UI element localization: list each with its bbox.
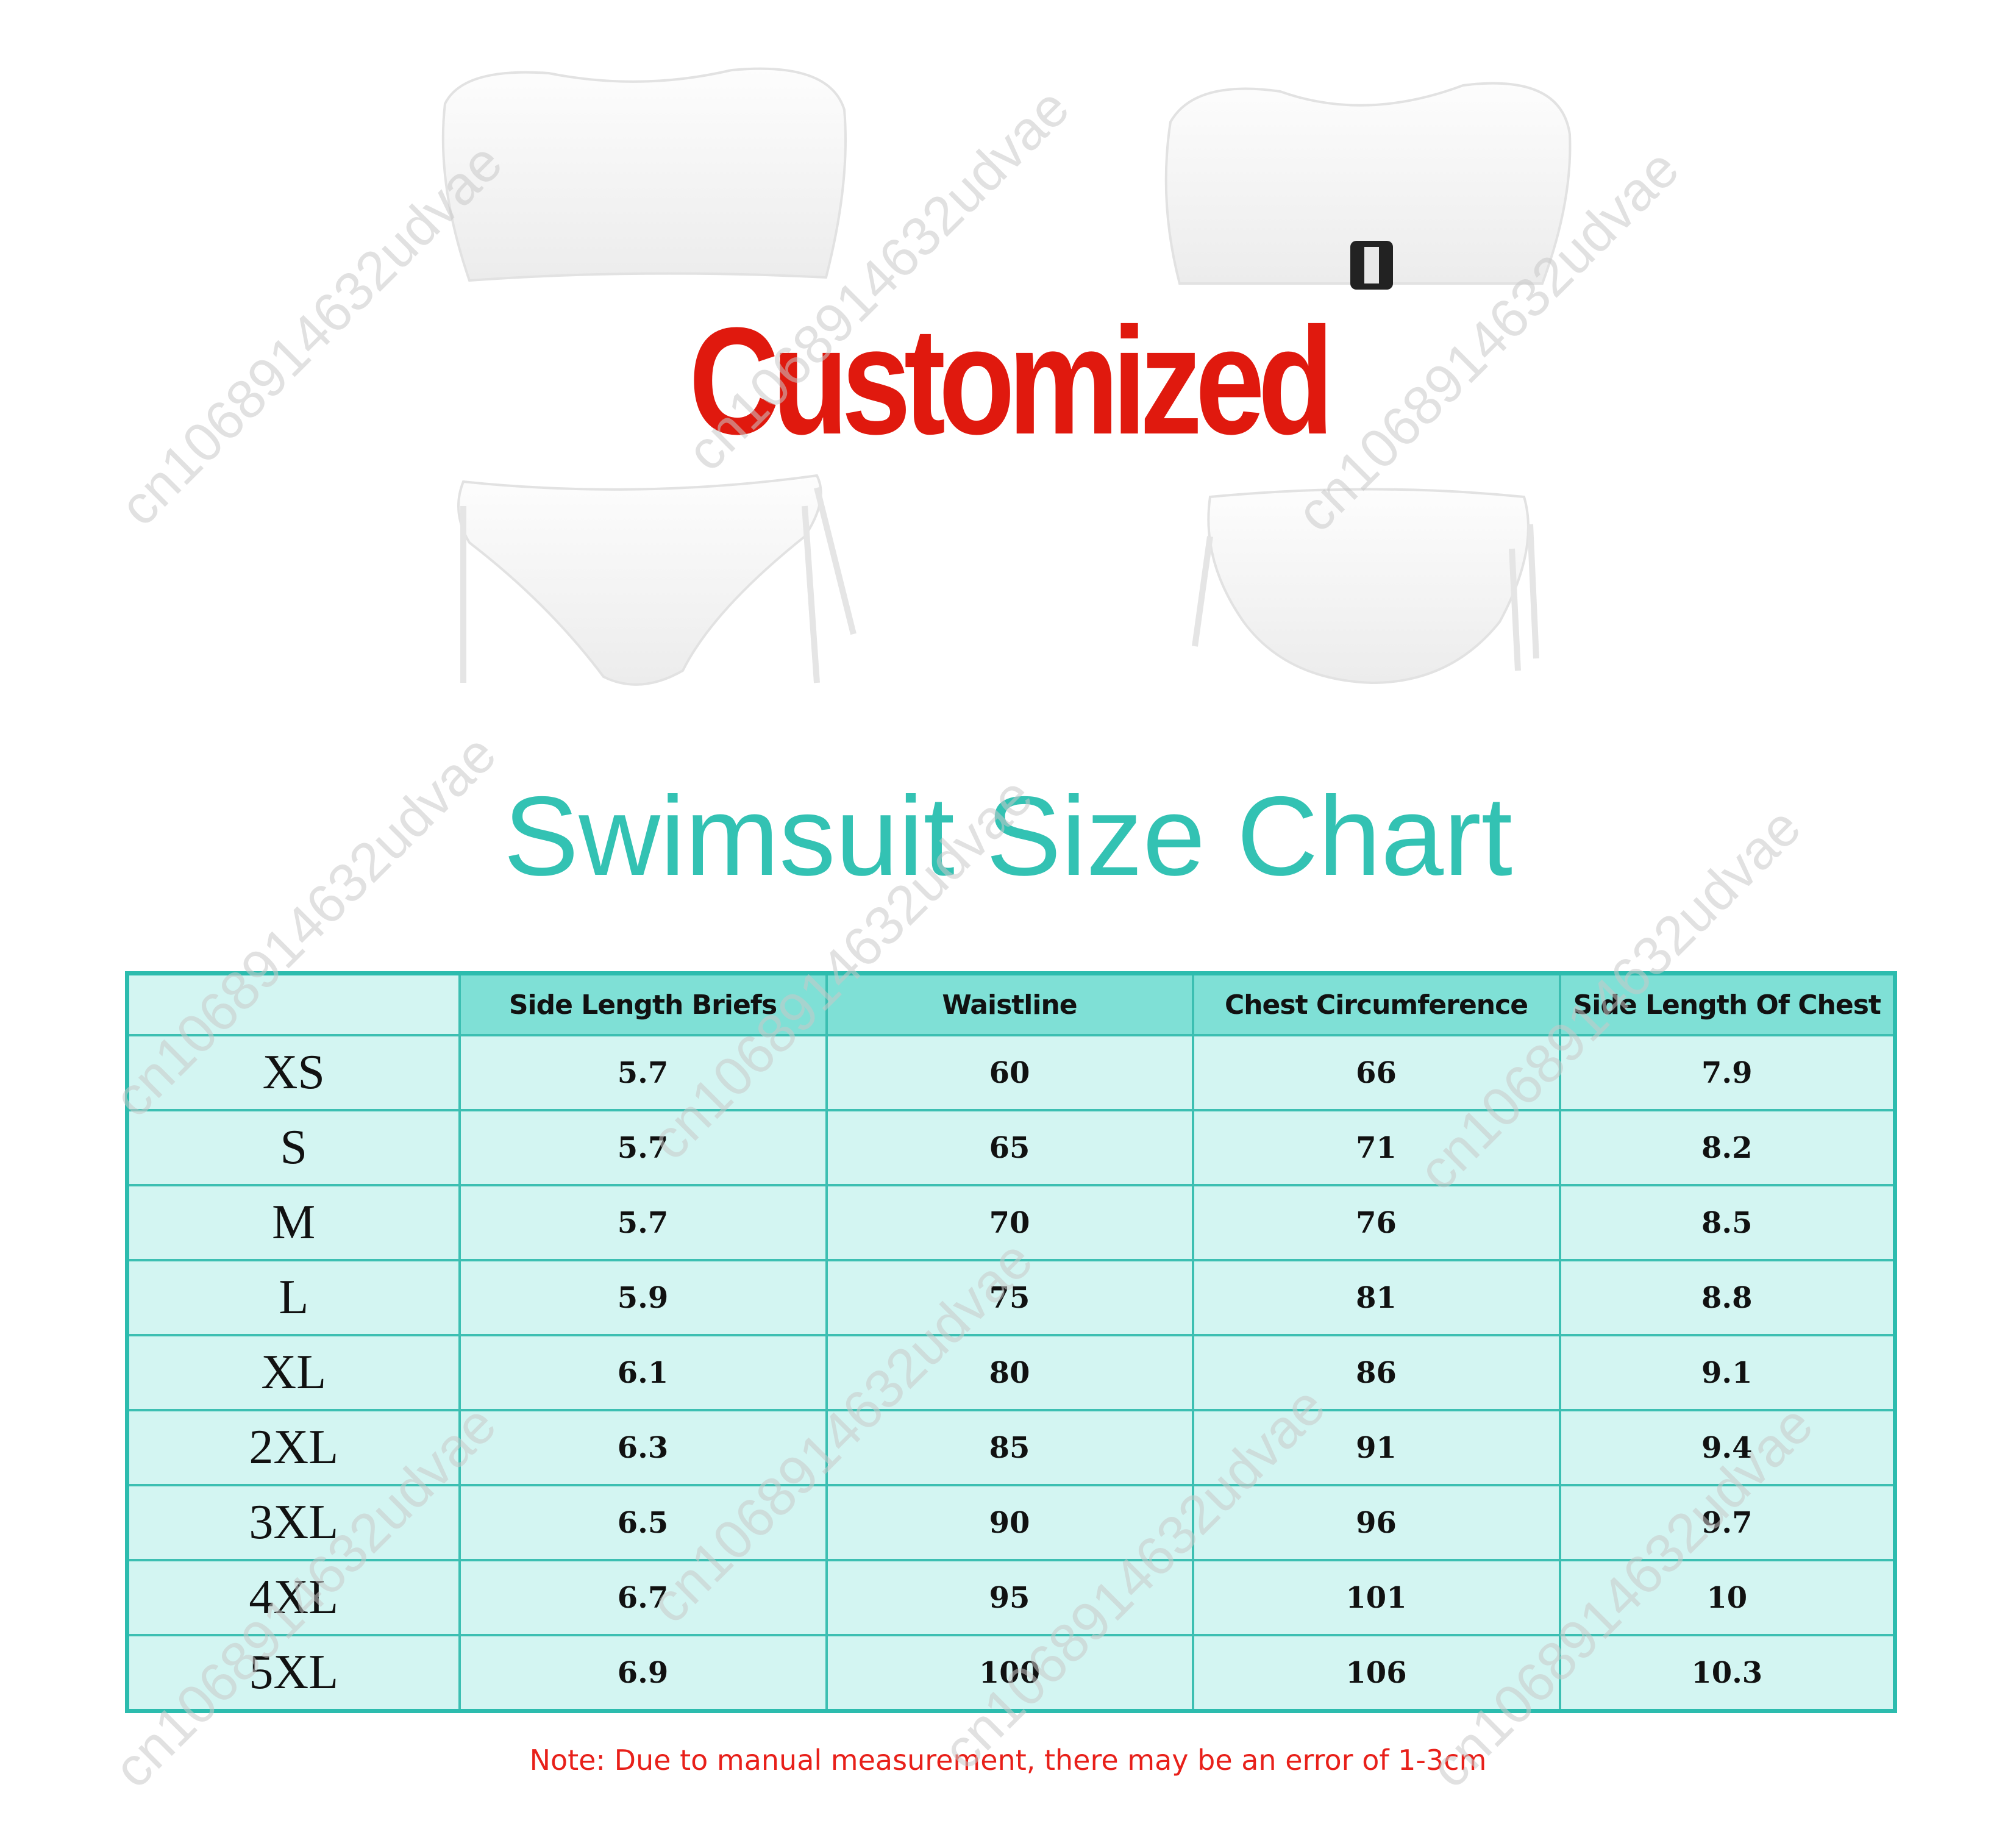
table-cell: 9.4 xyxy=(1558,1409,1897,1486)
table-cell: 5.7 xyxy=(458,1109,828,1186)
table-cell: 9.7 xyxy=(1558,1484,1897,1561)
table-cell: 6.5 xyxy=(458,1484,828,1561)
table-cell: 5.9 xyxy=(458,1259,828,1336)
page-title: Swimsuit Size Chart xyxy=(503,774,1513,899)
table-cell: 95 xyxy=(825,1559,1194,1636)
table-cell: 86 xyxy=(1191,1334,1561,1411)
table-cell: 8.2 xyxy=(1558,1109,1897,1186)
header-cell xyxy=(126,972,461,1036)
bandeau-top-back xyxy=(1164,82,1572,290)
measurement-note: Note: Due to manual measurement, there m… xyxy=(529,1744,1487,1777)
size-label: 2XL xyxy=(126,1409,461,1486)
table-cell: 8.8 xyxy=(1558,1259,1897,1336)
size-label: XS xyxy=(126,1034,461,1111)
table-cell: 6.7 xyxy=(458,1559,828,1636)
table-cell: 10.3 xyxy=(1558,1634,1897,1713)
table-cell: 5.7 xyxy=(458,1184,828,1261)
size-label: S xyxy=(126,1109,461,1186)
table-row: 2XL 6.3 85 91 9.4 xyxy=(126,1409,1897,1486)
table-cell: 96 xyxy=(1191,1484,1561,1561)
table-cell: 9.1 xyxy=(1558,1334,1897,1411)
product-images xyxy=(441,67,1572,686)
table-row: S 5.7 65 71 8.2 xyxy=(126,1109,1897,1186)
header-cell: Waistline xyxy=(825,972,1194,1036)
size-label: L xyxy=(126,1259,461,1336)
table-cell: 75 xyxy=(825,1259,1194,1336)
size-label: M xyxy=(126,1184,461,1261)
table-cell: 85 xyxy=(825,1409,1194,1486)
size-label: 4XL xyxy=(126,1559,461,1636)
table-cell: 6.3 xyxy=(458,1409,828,1486)
table-cell: 90 xyxy=(825,1484,1194,1561)
table-cell: 71 xyxy=(1191,1109,1561,1186)
table-row: XS 5.7 60 66 7.9 xyxy=(126,1034,1897,1111)
size-chart-table: Side Length Briefs Waistline Chest Circu… xyxy=(125,971,1897,1713)
table-cell: 106 xyxy=(1191,1634,1561,1713)
table-cell: 70 xyxy=(825,1184,1194,1261)
table-cell: 8.5 xyxy=(1558,1184,1897,1261)
bandeau-top-front xyxy=(441,67,847,282)
bikini-bottom-back xyxy=(1192,488,1539,685)
table-cell: 10 xyxy=(1558,1559,1897,1636)
table-cell: 6.1 xyxy=(458,1334,828,1411)
table-cell: 65 xyxy=(825,1109,1194,1186)
table-cell: 80 xyxy=(825,1334,1194,1411)
table-cell: 5.7 xyxy=(458,1034,828,1111)
table-cell: 100 xyxy=(825,1634,1194,1713)
table-row: 5XL 6.9 100 106 10.3 xyxy=(126,1634,1897,1713)
bikini-bottom-front xyxy=(457,474,857,686)
header-cell: Side Length Briefs xyxy=(458,972,828,1036)
size-label: 5XL xyxy=(126,1634,461,1713)
table-header-row: Side Length Briefs Waistline Chest Circu… xyxy=(126,972,1897,1036)
table-cell: 91 xyxy=(1191,1409,1561,1486)
size-label: XL xyxy=(126,1334,461,1411)
table-cell: 66 xyxy=(1191,1034,1561,1111)
table-cell: 60 xyxy=(825,1034,1194,1111)
table-cell: 6.9 xyxy=(458,1634,828,1713)
table-cell: 81 xyxy=(1191,1259,1561,1336)
header-cell: Side Length Of Chest xyxy=(1558,972,1897,1036)
table-row: L 5.9 75 81 8.8 xyxy=(126,1259,1897,1336)
size-label: 3XL xyxy=(126,1484,461,1561)
table-cell: 101 xyxy=(1191,1559,1561,1636)
table-row: 3XL 6.5 90 96 9.7 xyxy=(126,1484,1897,1561)
customized-banner: Customized xyxy=(689,296,1334,466)
table-cell: 76 xyxy=(1191,1184,1561,1261)
table-cell: 7.9 xyxy=(1558,1034,1897,1111)
table-row: XL 6.1 80 86 9.1 xyxy=(126,1334,1897,1411)
header-cell: Chest Circumference xyxy=(1191,972,1561,1036)
table-row: 4XL 6.7 95 101 10 xyxy=(126,1559,1897,1636)
table-row: M 5.7 70 76 8.5 xyxy=(126,1184,1897,1261)
